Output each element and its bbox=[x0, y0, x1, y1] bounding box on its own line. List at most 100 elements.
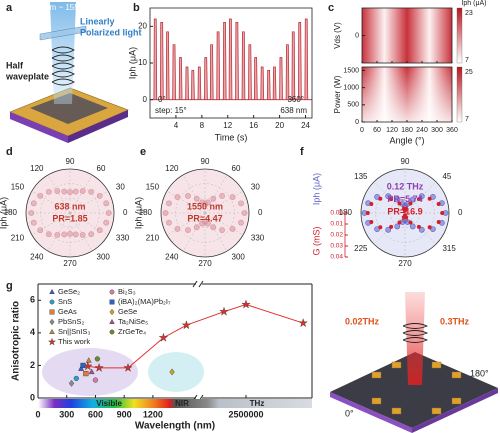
x-tick-label: 24 bbox=[301, 121, 310, 130]
pulse bbox=[228, 18, 233, 101]
colorbar-tick-label: 7 bbox=[465, 116, 469, 123]
legend-label: GeAs bbox=[58, 307, 77, 316]
y-tick-label: 4 bbox=[30, 327, 35, 337]
pulse bbox=[279, 57, 283, 101]
angle-label: 0° bbox=[345, 408, 354, 418]
y-tick-label: 10 bbox=[138, 58, 147, 67]
polar-point bbox=[103, 219, 110, 226]
pulse bbox=[172, 44, 176, 101]
theta-tick-label: 120 bbox=[30, 164, 44, 173]
y2-tick-label: 0.01 bbox=[330, 221, 343, 228]
polar-point bbox=[436, 220, 441, 225]
y-tick-label: 1000 bbox=[343, 84, 359, 91]
legend-label: This work bbox=[58, 337, 90, 346]
legend-marker bbox=[109, 308, 115, 316]
polar-point bbox=[397, 201, 402, 206]
legend-label: GeSe₂ bbox=[58, 287, 80, 296]
polar-point bbox=[193, 224, 200, 231]
theta-tick-label: 60 bbox=[232, 164, 241, 173]
polar-point bbox=[96, 192, 103, 199]
polar-point bbox=[185, 227, 191, 233]
polar-spoke bbox=[204, 174, 228, 214]
x-tick-label: 180 bbox=[401, 127, 413, 134]
legend-label: PbSnS₂ bbox=[58, 317, 84, 326]
y-tick-label: 0 bbox=[143, 95, 148, 104]
legend-marker bbox=[109, 289, 115, 295]
polar-point bbox=[45, 231, 52, 238]
theta-tick-label: 150 bbox=[11, 183, 25, 192]
polar-point bbox=[96, 227, 103, 234]
colorbar-tick-label: 7 bbox=[465, 57, 469, 64]
polar-point bbox=[54, 232, 61, 238]
marker bbox=[80, 362, 86, 369]
polar-point bbox=[88, 188, 95, 195]
polar-point bbox=[67, 189, 73, 195]
theta-tick-label: 30 bbox=[251, 183, 260, 192]
pulse bbox=[298, 21, 302, 101]
freq-low: 0.02THz bbox=[345, 316, 380, 326]
marker bbox=[219, 306, 229, 316]
pulse bbox=[153, 18, 158, 101]
y-tick-label: 0 bbox=[355, 32, 359, 39]
theta-tick-label: 60 bbox=[97, 164, 106, 173]
polar-ring bbox=[55, 198, 85, 228]
polar-point bbox=[416, 197, 421, 202]
y-axis-title: Iph (μA) bbox=[127, 47, 137, 79]
light-label: Linearly bbox=[80, 16, 115, 26]
polar-point bbox=[369, 220, 374, 225]
panel-label: d bbox=[6, 146, 13, 158]
pulse bbox=[216, 31, 221, 101]
colorbar bbox=[456, 66, 463, 123]
polar-point bbox=[394, 196, 401, 203]
y-tick-label: 20 bbox=[138, 21, 147, 30]
marker bbox=[85, 357, 92, 363]
region-blob bbox=[148, 352, 204, 392]
polar-point bbox=[174, 194, 181, 200]
angle-label: 180° bbox=[470, 368, 489, 378]
panel-label: f bbox=[300, 146, 304, 158]
theta-tick-label: 180 bbox=[4, 208, 18, 217]
x-tick-label: 60 bbox=[373, 127, 381, 134]
y-tick-label: 500 bbox=[347, 102, 359, 109]
x-axis-title: Time (s) bbox=[215, 132, 248, 142]
y-axis-title: Power (W) bbox=[333, 75, 342, 113]
panel-label: a bbox=[6, 2, 13, 14]
legend-marker bbox=[109, 329, 115, 335]
theta-tick-label: 330 bbox=[116, 234, 130, 243]
polar-point bbox=[369, 201, 374, 206]
polar-point bbox=[30, 200, 37, 207]
marker bbox=[94, 356, 100, 362]
x-tick-label: 2500000 bbox=[228, 409, 263, 419]
polar-point bbox=[401, 206, 406, 211]
x-tick-label: 12 bbox=[223, 121, 232, 130]
marker bbox=[94, 362, 104, 372]
annotation: 638 nm bbox=[54, 201, 85, 211]
polar-point bbox=[166, 200, 172, 207]
x-tick-label: 0 bbox=[35, 409, 40, 419]
polar-point bbox=[210, 195, 217, 202]
panel-label: g bbox=[6, 280, 13, 292]
pulse bbox=[266, 69, 271, 101]
colorbar bbox=[456, 7, 463, 64]
y2-tick-label: 0.00 bbox=[330, 210, 343, 217]
marker bbox=[241, 299, 251, 309]
polar-point bbox=[418, 193, 425, 200]
x-tick-label: 20 bbox=[275, 121, 284, 130]
region-label: THz bbox=[250, 399, 265, 408]
polar-point bbox=[166, 219, 172, 226]
light-label: Polarized light bbox=[80, 27, 142, 37]
panel-label: b bbox=[133, 2, 140, 14]
x-tick-label: 4 bbox=[174, 121, 179, 130]
polar-point bbox=[427, 225, 432, 230]
x-tick-label: 600 bbox=[88, 409, 103, 419]
y2-tick-label: 0.04 bbox=[330, 254, 343, 261]
legend-marker bbox=[49, 309, 55, 315]
polar-spoke bbox=[47, 212, 71, 252]
legend-label: GeSe bbox=[118, 307, 137, 316]
polar-point bbox=[37, 192, 44, 199]
legend-marker bbox=[49, 328, 55, 334]
theta-tick-label: 210 bbox=[146, 234, 160, 243]
pulse bbox=[165, 31, 170, 101]
polar-point bbox=[385, 226, 392, 233]
polar-point bbox=[79, 188, 86, 194]
